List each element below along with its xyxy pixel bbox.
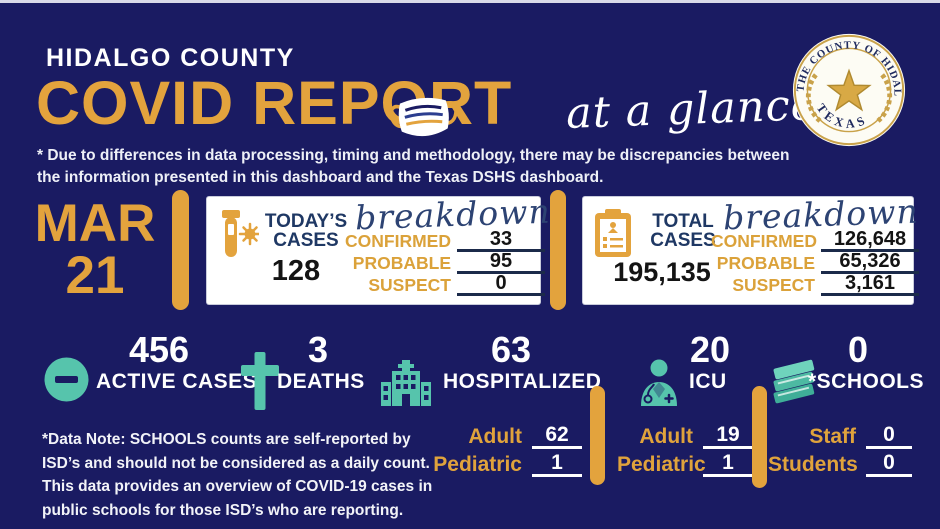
total-breakdown-rows: CONFIRMED 126,648 PROBABLE 65,326 SUSPEC… (711, 229, 919, 296)
divider-boxes (550, 190, 566, 310)
disclaimer-line-2: the information presented in this dashbo… (37, 169, 604, 186)
deaths-value: 3 (307, 329, 329, 370)
schools-students-row: Students 0 (768, 449, 912, 477)
face-mask-icon (389, 97, 458, 136)
county-name: HIDALGO COUNTY (46, 44, 295, 72)
disclaimer-line-1: * Due to differences in data processing,… (37, 147, 790, 164)
test-tube-icon (222, 210, 259, 257)
total-cases-label: TOTAL CASES (650, 211, 716, 251)
icu-value: 20 (689, 329, 731, 370)
minus-circle-icon (44, 357, 89, 402)
total-cases-total: 195,135 (613, 257, 711, 287)
divider-hospitalized-icu (590, 386, 605, 485)
books-icon (773, 359, 815, 404)
disclaimer: * Due to differences in data processing,… (37, 145, 790, 189)
active-cases-value: 456 (128, 329, 190, 370)
total-cases-panel: TOTAL CASES 195,135 breakdown CONFIRMED … (583, 192, 919, 304)
todays-breakdown-rows: CONFIRMED 33 PROBABLE 95 SUSPECT 0 (335, 229, 545, 296)
county-seal: THE COUNTY OF HIDALGO TEXAS (791, 32, 906, 147)
data-note: *Data Note: SCHOOLS counts are self-repo… (42, 428, 432, 522)
schools-staff-row: Staff 0 (768, 421, 912, 449)
active-cases-label: ACTIVE CASES (96, 370, 258, 393)
data-note-line-4: public schools for those ISD’s who are r… (42, 501, 404, 519)
divider-date (172, 190, 189, 310)
schools-label: *SCHOOLS (808, 370, 925, 393)
doctor-icon (641, 359, 677, 406)
data-note-line-3: This data provides an overview of COVID-… (42, 478, 433, 495)
breakdown-row-probable: PROBABLE 65,326 (711, 251, 919, 274)
data-note-line-1: *Data Note: SCHOOLS counts are self-repo… (42, 431, 411, 448)
schools-value: 0 (847, 329, 869, 370)
icu-adult-row: Adult 19 (617, 421, 753, 449)
top-edge-strip (0, 0, 940, 3)
hospitalized-label: HOSPITALIZED (443, 370, 602, 393)
report-month: MAR (34, 194, 156, 253)
icu-breakdown: Adult 19 Pediatric 1 (617, 421, 753, 477)
hospitalized-breakdown: Adult 62 Pediatric 1 (408, 421, 582, 477)
breakdown-row-suspect: SUSPECT 0 (335, 273, 545, 296)
seal-star-icon (826, 68, 872, 112)
data-note-line-2: ISD’s and should not be considered as a … (42, 454, 430, 472)
deaths-label: DEATHS (277, 370, 365, 393)
hospital-icon (381, 360, 431, 406)
todays-cases-label: TODAY’S CASES (264, 211, 348, 251)
divider-icu-schools (752, 386, 767, 488)
breakdown-row-confirmed: CONFIRMED 33 (335, 229, 545, 252)
todays-cases-total: 128 (271, 255, 321, 287)
breakdown-row-suspect: SUSPECT 3,161 (711, 273, 919, 296)
icu-pediatric-row: Pediatric 1 (617, 449, 753, 477)
hospitalized-pediatric-row: Pediatric 1 (408, 449, 582, 477)
cross-icon (241, 352, 279, 410)
report-day: 21 (65, 246, 125, 305)
breakdown-row-probable: PROBABLE 95 (335, 251, 545, 274)
icu-label: ICU (689, 370, 727, 393)
clipboard-icon (595, 209, 631, 257)
hospitalized-adult-row: Adult 62 (408, 421, 582, 449)
todays-cases-panel: TODAY’S CASES 128 breakdown CONFIRMED 33… (207, 192, 551, 304)
report-date: MAR 21 (28, 194, 162, 305)
schools-breakdown: Staff 0 Students 0 (768, 421, 912, 477)
breakdown-row-confirmed: CONFIRMED 126,648 (711, 229, 919, 252)
hospitalized-value: 63 (490, 329, 532, 370)
